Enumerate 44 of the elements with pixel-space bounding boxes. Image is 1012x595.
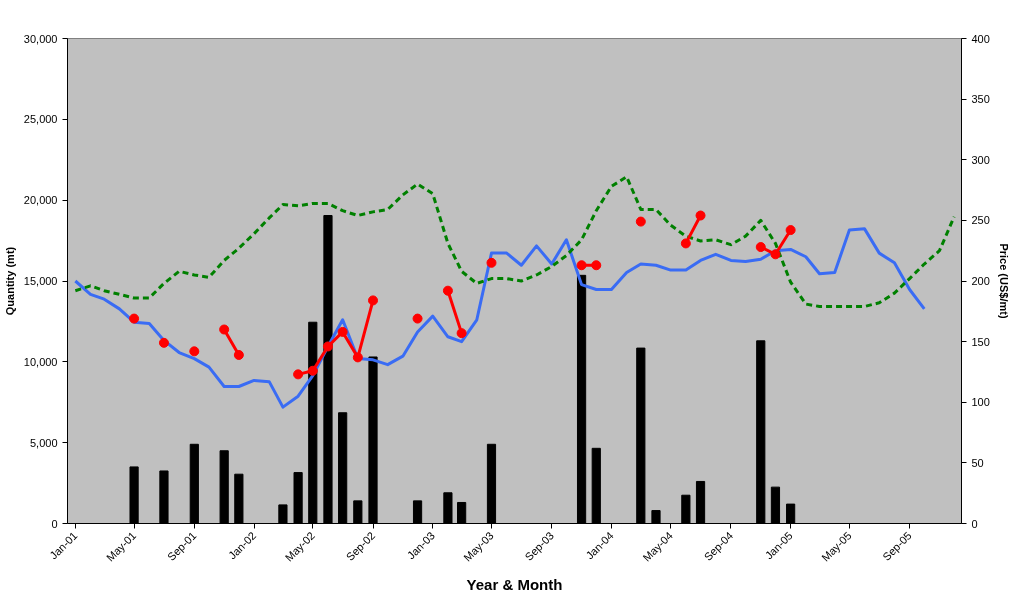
point [158,337,169,348]
y-tick-label: 0 [51,517,58,530]
point [442,285,453,296]
point [322,341,333,352]
y2-tick-label: 400 [971,32,990,45]
point [486,257,497,268]
y-axis-title: Quantity (mt) [3,246,16,316]
point [293,369,304,380]
point [770,249,781,260]
point [233,349,244,360]
y2-tick-label: 0 [971,517,978,530]
point [576,260,587,271]
y-tick-label: 30,000 [23,32,58,45]
y-tick-label: 15,000 [23,275,58,287]
y-tick-label: 5,000 [29,436,58,449]
y2-tick-label: 50 [971,456,984,469]
point [456,328,467,339]
y2-axis-title: Price (US$/mt) [997,243,1010,319]
point [785,225,796,236]
y2-tick-label: 150 [971,335,990,348]
y-tick-label: 25,000 [23,113,58,126]
point [219,324,230,335]
line-series [73,227,926,409]
x-axis-title: Year & Month [466,575,563,593]
y2-tick-label: 350 [971,93,990,106]
line-series [73,175,956,308]
point [352,352,363,363]
y2-tick-label: 200 [971,275,990,287]
y2-tick-label: 100 [971,396,990,409]
point [337,326,348,337]
y2-tick-label: 300 [971,153,990,166]
point [189,346,200,357]
point [680,238,691,249]
point [129,313,140,324]
y2-tick-label: 250 [971,214,990,227]
point [307,365,318,376]
point [635,216,646,227]
y-tick-label: 10,000 [23,355,58,368]
y-tick-label: 20,000 [23,194,58,207]
point [755,242,766,253]
point [368,295,379,306]
point [412,313,423,324]
point [695,210,706,221]
point [591,260,602,271]
